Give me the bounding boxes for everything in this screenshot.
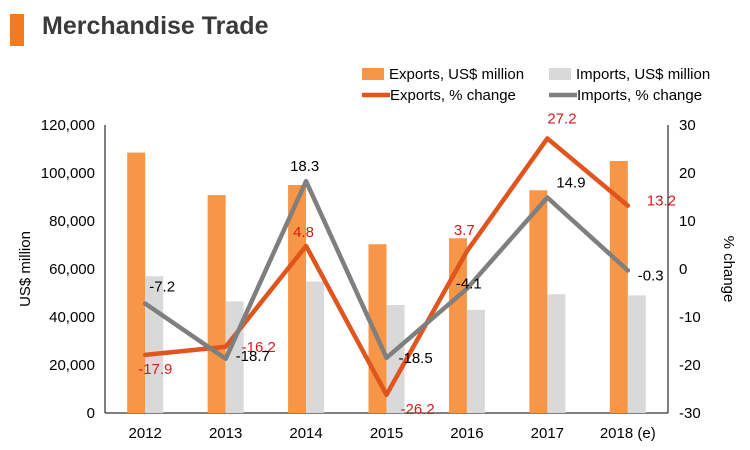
x-tick-label: 2012 bbox=[129, 425, 162, 442]
y-tick-label: 80,000 bbox=[49, 213, 95, 230]
exports-change-data-label: 13.2 bbox=[647, 193, 676, 210]
imports-bar bbox=[306, 281, 325, 413]
imports-change-data-label: -0.3 bbox=[638, 267, 664, 284]
exports-change-data-label: 27.2 bbox=[547, 110, 576, 127]
x-tick-label: 2016 bbox=[450, 425, 483, 442]
exports-change-data-label: 3.7 bbox=[454, 222, 475, 239]
imports-change-data-label: 14.9 bbox=[556, 174, 585, 191]
y2-tick-label: 0 bbox=[679, 261, 687, 278]
y-tick-label: 100,000 bbox=[41, 165, 95, 182]
imports-change-data-label: -4.1 bbox=[456, 276, 482, 293]
exports-bar bbox=[609, 161, 628, 413]
imports-bar bbox=[145, 276, 164, 413]
legend-imports-bar-swatch bbox=[549, 68, 571, 80]
legend-exports-change-label: Exports, % change bbox=[390, 87, 516, 104]
exports-change-data-label: -26.2 bbox=[401, 401, 435, 418]
imports-change-data-label: -18.5 bbox=[399, 350, 433, 367]
x-tick-label: 2015 bbox=[370, 425, 403, 442]
exports-change-data-label: -17.9 bbox=[138, 361, 172, 378]
exports-bar bbox=[448, 238, 467, 413]
y2-tick-label: 30 bbox=[679, 117, 696, 134]
page-title: Merchandise Trade bbox=[42, 12, 269, 40]
exports-change-line bbox=[142, 136, 631, 398]
y-axis-title: US$ million bbox=[17, 231, 34, 307]
y-tick-label: 40,000 bbox=[49, 309, 95, 326]
y2-tick-label: -20 bbox=[679, 357, 701, 374]
exports-change-data-label: 4.8 bbox=[293, 224, 314, 241]
y2-tick-label: 20 bbox=[679, 165, 696, 182]
y2-tick-label: 10 bbox=[679, 213, 696, 230]
y-tick-label: 20,000 bbox=[49, 357, 95, 374]
legend-imports-bar-label: Imports, US$ million bbox=[576, 66, 710, 83]
title-accent-bar bbox=[10, 14, 24, 46]
exports-bar bbox=[207, 195, 226, 413]
y-tick-label: 120,000 bbox=[41, 117, 95, 134]
y2-axis-title: % change bbox=[720, 236, 737, 303]
exports-change-data-label: -16.2 bbox=[242, 339, 276, 356]
y2-tick-label: -10 bbox=[679, 309, 701, 326]
legend-exports-bar-swatch bbox=[362, 68, 384, 80]
x-tick-label: 2013 bbox=[209, 425, 242, 442]
imports-change-data-label: 18.3 bbox=[290, 158, 319, 175]
exports-bar bbox=[288, 185, 307, 413]
legend-exports-bar-label: Exports, US$ million bbox=[389, 66, 524, 83]
exports-bar bbox=[529, 190, 548, 413]
legend-imports-change-label: Imports, % change bbox=[577, 87, 702, 104]
imports-change-line bbox=[142, 178, 631, 362]
x-tick-label: 2014 bbox=[289, 425, 322, 442]
y-tick-label: 60,000 bbox=[49, 261, 95, 278]
imports-bar bbox=[547, 294, 566, 413]
imports-bar bbox=[466, 309, 485, 413]
imports-change-data-label: -7.2 bbox=[149, 279, 175, 296]
x-tick-label: 2018 (e) bbox=[600, 425, 656, 442]
x-tick-label: 2017 bbox=[531, 425, 564, 442]
exports-bar bbox=[127, 152, 146, 413]
y-tick-label: 0 bbox=[87, 405, 95, 422]
imports-change-data-label: -18.7 bbox=[236, 348, 270, 365]
y2-tick-label: -30 bbox=[679, 405, 701, 422]
imports-bar bbox=[627, 295, 646, 413]
